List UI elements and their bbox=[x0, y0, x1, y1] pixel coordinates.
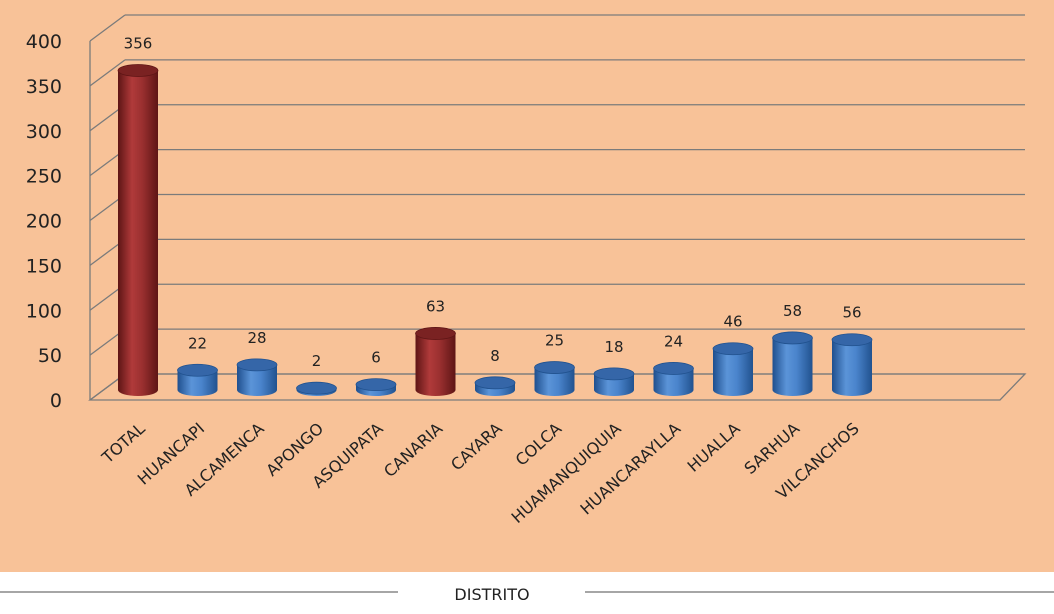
bar bbox=[415, 333, 456, 396]
bar bbox=[237, 364, 277, 396]
y-tick-label: 200 bbox=[26, 211, 62, 233]
gridlines bbox=[89, 14, 1025, 401]
data-label: 46 bbox=[723, 313, 742, 331]
title-box bbox=[400, 574, 584, 610]
data-label: 58 bbox=[783, 302, 802, 320]
y-tick-label: 350 bbox=[26, 76, 62, 98]
bar-top bbox=[236, 358, 278, 372]
data-label: 8 bbox=[490, 347, 500, 365]
data-label: 18 bbox=[604, 338, 623, 356]
y-tick-label: 0 bbox=[50, 390, 62, 412]
bar-top bbox=[593, 367, 635, 381]
data-label: 56 bbox=[842, 304, 861, 322]
bar-top bbox=[355, 378, 397, 392]
y-tick-label: 400 bbox=[26, 31, 62, 53]
bars bbox=[117, 64, 873, 397]
bar-top bbox=[712, 342, 754, 356]
data-label: 24 bbox=[664, 332, 683, 350]
chart-background bbox=[0, 0, 1054, 572]
floor bbox=[88, 373, 1027, 401]
data-label: 25 bbox=[545, 332, 564, 350]
data-label: 28 bbox=[247, 329, 266, 347]
bar bbox=[534, 367, 575, 396]
bar-top bbox=[831, 333, 873, 347]
bar-top bbox=[772, 331, 813, 345]
bar bbox=[832, 339, 872, 396]
x-axis-title: DISTRITO bbox=[454, 585, 529, 604]
bar bbox=[772, 337, 813, 396]
bar-top bbox=[296, 381, 337, 395]
bar bbox=[118, 70, 158, 397]
bar-top bbox=[415, 327, 456, 340]
bar bbox=[713, 348, 753, 396]
x-axis-title-group: DISTRITO bbox=[0, 574, 1054, 610]
bar-top bbox=[117, 64, 159, 77]
y-tick-label: 150 bbox=[26, 255, 62, 277]
bar-top bbox=[474, 376, 516, 390]
y-tick-label: 250 bbox=[26, 166, 62, 188]
bar-top bbox=[653, 362, 694, 375]
bar bbox=[653, 368, 694, 396]
bar-top bbox=[177, 363, 218, 377]
data-label: 2 bbox=[312, 352, 322, 370]
y-tick-label: 100 bbox=[26, 300, 62, 322]
bar bbox=[177, 370, 218, 396]
gridline-depth bbox=[89, 59, 126, 87]
axes bbox=[88, 41, 1027, 401]
bar-top bbox=[534, 361, 575, 374]
data-labels: 356 22 28 2 6 63 8 25 18 24 46 58 56 bbox=[124, 34, 862, 370]
data-label: 6 bbox=[371, 349, 381, 367]
data-label: 356 bbox=[124, 34, 153, 52]
gridline-depth bbox=[89, 14, 126, 42]
data-label: 22 bbox=[188, 334, 207, 352]
y-tick-label: 50 bbox=[38, 345, 62, 367]
y-tick-labels: 0 50 100 150 200 250 300 350 400 bbox=[26, 31, 62, 412]
data-label: 63 bbox=[426, 297, 445, 315]
y-tick-label: 300 bbox=[26, 121, 62, 143]
